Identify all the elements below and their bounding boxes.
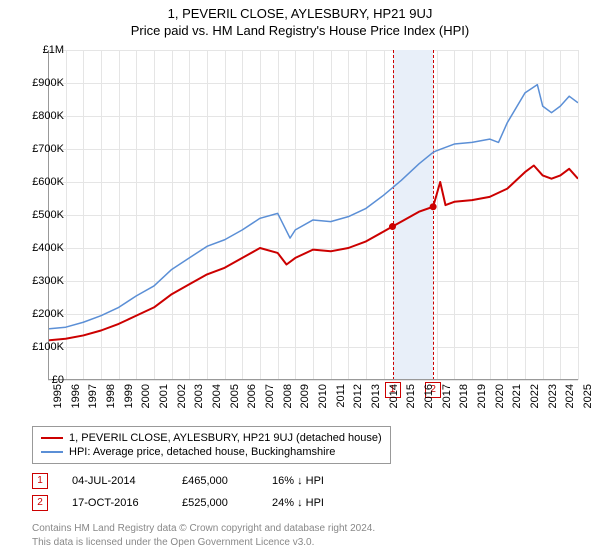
x-tick-label: 2011 [335,384,347,408]
legend: 1, PEVERIL CLOSE, AYLESBURY, HP21 9UJ (d… [32,426,391,464]
x-tick-label: 2008 [282,384,294,408]
x-axis [48,379,578,380]
x-tick-label: 2024 [564,384,576,408]
sale-point [389,223,396,230]
footer-line2: This data is licensed under the Open Gov… [32,536,375,550]
footer-line1: Contains HM Land Registry data © Crown c… [32,522,375,536]
x-tick-label: 2009 [299,384,311,408]
sale-date: 04-JUL-2014 [72,475,182,487]
y-tick-label: £600K [32,176,64,188]
sale-price: £525,000 [182,497,272,509]
x-tick-label: 1996 [70,384,82,408]
legend-item: HPI: Average price, detached house, Buck… [41,445,382,459]
x-tick-label: 2001 [158,384,170,408]
series-property [48,166,578,341]
y-tick-label: £200K [32,308,64,320]
sale-marker: 2 [32,495,48,511]
x-tick-label: 2005 [229,384,241,408]
x-tick-label: 2017 [441,384,453,408]
legend-swatch [41,451,63,453]
x-tick-label: 2018 [458,384,470,408]
x-tick-label: 1995 [52,384,64,408]
x-tick-label: 2010 [317,384,329,408]
x-tick-label: 2004 [211,384,223,408]
legend-swatch [41,437,63,439]
y-tick-label: £700K [32,143,64,155]
x-tick-label: 2020 [494,384,506,408]
x-tick-label: 2007 [264,384,276,408]
x-tick-label: 2025 [582,384,594,408]
chart-subtitle: Price paid vs. HM Land Registry's House … [0,21,600,38]
x-tick-label: 2000 [140,384,152,408]
legend-label: 1, PEVERIL CLOSE, AYLESBURY, HP21 9UJ (d… [69,432,382,444]
y-tick-label: £900K [32,77,64,89]
sale-diff: 16% ↓ HPI [272,475,362,487]
sales-table: 1 04-JUL-2014£465,00016% ↓ HPI 2 17-OCT-201… [32,470,362,514]
x-tick-label: 1998 [105,384,117,408]
y-tick-label: £1M [43,44,64,56]
x-tick-label: 2012 [352,384,364,408]
sale-date: 17-OCT-2016 [72,497,182,509]
x-tick-label: 2006 [246,384,258,408]
sale-price: £465,000 [182,475,272,487]
x-tick-label: 2013 [370,384,382,408]
y-tick-label: £500K [32,209,64,221]
chart-plot-area: 12 [48,50,578,380]
sale-point [430,203,437,210]
y-tick-label: £800K [32,110,64,122]
x-tick-label: 2003 [193,384,205,408]
legend-item: 1, PEVERIL CLOSE, AYLESBURY, HP21 9UJ (d… [41,431,382,445]
x-tick-label: 2002 [176,384,188,408]
y-tick-label: £400K [32,242,64,254]
x-tick-label: 2016 [423,384,435,408]
sale-row: 1 04-JUL-2014£465,00016% ↓ HPI [32,470,362,492]
x-tick-label: 2019 [476,384,488,408]
x-tick-label: 2023 [547,384,559,408]
y-tick-label: £300K [32,275,64,287]
chart-container: 1, PEVERIL CLOSE, AYLESBURY, HP21 9UJ Pr… [0,0,600,560]
x-tick-label: 2015 [405,384,417,408]
legend-label: HPI: Average price, detached house, Buck… [69,446,335,458]
gridline-v [578,50,579,380]
x-tick-label: 1997 [87,384,99,408]
footer-attribution: Contains HM Land Registry data © Crown c… [32,522,375,549]
x-tick-label: 1999 [123,384,135,408]
sale-row: 2 17-OCT-2016£525,00024% ↓ HPI [32,492,362,514]
chart-title: 1, PEVERIL CLOSE, AYLESBURY, HP21 9UJ [0,0,600,21]
series-hpi [48,85,578,329]
gridline-h [48,380,578,381]
sale-diff: 24% ↓ HPI [272,497,362,509]
sale-marker: 1 [32,473,48,489]
x-tick-label: 2022 [529,384,541,408]
x-tick-label: 2021 [511,384,523,408]
x-tick-label: 2014 [388,384,400,408]
y-tick-label: £100K [32,341,64,353]
chart-lines [48,50,578,380]
